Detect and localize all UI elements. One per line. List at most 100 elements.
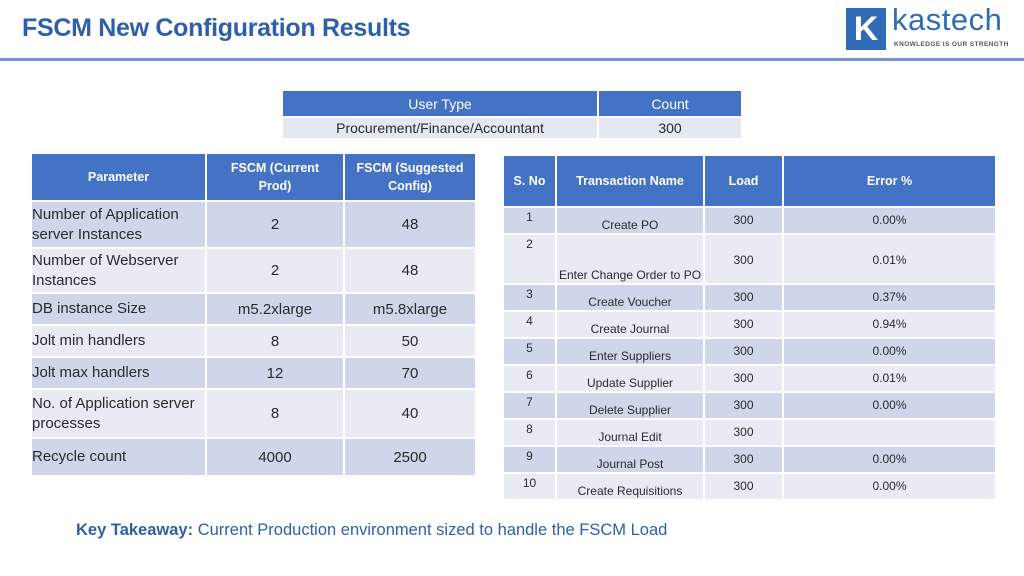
suggested-value: 48 <box>343 247 477 294</box>
parameter-header-row: Parameter FSCM (Current Prod) FSCM (Sugg… <box>30 152 477 202</box>
header-current-prod: FSCM (Current Prod) <box>205 152 345 202</box>
table-row: Number of Application server Instances 2… <box>30 200 477 249</box>
header-load: Load <box>703 154 784 208</box>
transaction-name-cell: Create Voucher <box>555 283 705 312</box>
parameter-name: No. of Application server processes <box>30 388 207 439</box>
sno-cell: 5 <box>502 337 557 366</box>
load-cell: 300 <box>703 233 784 285</box>
user-type-value: Procurement/Finance/Accountant <box>281 116 599 140</box>
load-cell: 300 <box>703 472 784 501</box>
load-cell: 300 <box>703 337 784 366</box>
error-cell: 0.00% <box>782 445 997 474</box>
sno-cell: 2 <box>502 233 557 285</box>
transaction-name-cell: Create Journal <box>555 310 705 339</box>
table-row: 5 Enter Suppliers 300 0.00% <box>502 337 997 366</box>
sno-cell: 7 <box>502 391 557 420</box>
parameter-name: Number of Application server Instances <box>30 200 207 249</box>
suggested-value: m5.8xlarge <box>343 292 477 326</box>
transaction-name-cell: Journal Post <box>555 445 705 474</box>
sno-cell: 10 <box>502 472 557 501</box>
header-user-type: User Type <box>281 89 599 118</box>
table-row: Recycle count 4000 2500 <box>30 437 477 477</box>
sno-cell: 1 <box>502 206 557 235</box>
error-cell: 0.37% <box>782 283 997 312</box>
transaction-name-cell: Enter Suppliers <box>555 337 705 366</box>
header-error: Error % <box>782 154 997 208</box>
logo-tagline: KNOWLEDGE IS OUR STRENGTH <box>894 41 1009 48</box>
transaction-table: S. No Transaction Name Load Error % 1 Cr… <box>502 154 997 501</box>
table-row: DB instance Size m5.2xlarge m5.8xlarge <box>30 292 477 326</box>
current-value: 2 <box>205 200 345 249</box>
load-cell: 300 <box>703 391 784 420</box>
current-value: 12 <box>205 356 345 390</box>
suggested-value: 2500 <box>343 437 477 477</box>
parameter-name: Jolt min handlers <box>30 324 207 358</box>
user-type-table: User Type Count Procurement/Finance/Acco… <box>281 89 743 140</box>
transaction-name-cell: Journal Edit <box>555 418 705 447</box>
current-value: 2 <box>205 247 345 294</box>
transaction-name-cell: Create PO <box>555 206 705 235</box>
table-row: Jolt max handlers 12 70 <box>30 356 477 390</box>
load-cell: 300 <box>703 418 784 447</box>
error-cell: 0.00% <box>782 472 997 501</box>
suggested-value: 50 <box>343 324 477 358</box>
parameter-name: Recycle count <box>30 437 207 477</box>
title-divider <box>0 58 1024 61</box>
user-type-row: Procurement/Finance/Accountant 300 <box>281 116 743 140</box>
parameter-table: Parameter FSCM (Current Prod) FSCM (Sugg… <box>30 152 477 477</box>
error-cell: 0.00% <box>782 337 997 366</box>
table-row: 2 Enter Change Order to PO 300 0.01% <box>502 233 997 285</box>
kastech-logo: K kastech KNOWLEDGE IS OUR STRENGTH <box>846 2 1011 54</box>
error-cell: 0.94% <box>782 310 997 339</box>
table-row: 10 Create Requisitions 300 0.00% <box>502 472 997 501</box>
error-cell: 0.00% <box>782 391 997 420</box>
logo-k-mark: K <box>846 8 886 50</box>
transaction-name-cell: Update Supplier <box>555 364 705 393</box>
current-value: 8 <box>205 388 345 439</box>
error-cell: 0.00% <box>782 206 997 235</box>
sno-cell: 6 <box>502 364 557 393</box>
table-row: 9 Journal Post 300 0.00% <box>502 445 997 474</box>
current-value: 8 <box>205 324 345 358</box>
suggested-value: 48 <box>343 200 477 249</box>
key-takeaway-text: Current Production environment sized to … <box>197 521 668 539</box>
sno-cell: 4 <box>502 310 557 339</box>
parameter-name: DB instance Size <box>30 292 207 326</box>
load-cell: 300 <box>703 283 784 312</box>
header-transaction-name: Transaction Name <box>555 154 705 208</box>
count-value: 300 <box>597 116 743 140</box>
transaction-name-cell: Enter Change Order to PO <box>555 233 705 285</box>
load-cell: 300 <box>703 310 784 339</box>
suggested-value: 40 <box>343 388 477 439</box>
header-sno: S. No <box>502 154 557 208</box>
error-cell <box>782 418 997 447</box>
table-row: 8 Journal Edit 300 <box>502 418 997 447</box>
load-cell: 300 <box>703 364 784 393</box>
parameter-name: Number of Webserver Instances <box>30 247 207 294</box>
suggested-value: 70 <box>343 356 477 390</box>
current-value: m5.2xlarge <box>205 292 345 326</box>
user-type-header-row: User Type Count <box>281 89 743 118</box>
table-row: 7 Delete Supplier 300 0.00% <box>502 391 997 420</box>
error-cell: 0.01% <box>782 233 997 285</box>
key-takeaway: Key Takeaway: Current Production environ… <box>76 521 667 540</box>
parameter-name: Jolt max handlers <box>30 356 207 390</box>
table-row: Jolt min handlers 8 50 <box>30 324 477 358</box>
error-cell: 0.01% <box>782 364 997 393</box>
table-row: 1 Create PO 300 0.00% <box>502 206 997 235</box>
table-row: 4 Create Journal 300 0.94% <box>502 310 997 339</box>
table-row: 3 Create Voucher 300 0.37% <box>502 283 997 312</box>
load-cell: 300 <box>703 206 784 235</box>
header-count: Count <box>597 89 743 118</box>
sno-cell: 3 <box>502 283 557 312</box>
sno-cell: 9 <box>502 445 557 474</box>
transaction-name-cell: Delete Supplier <box>555 391 705 420</box>
table-row: Number of Webserver Instances 2 48 <box>30 247 477 294</box>
logo-wordmark: kastech <box>892 2 1003 37</box>
key-takeaway-label: Key Takeaway: <box>76 521 194 539</box>
transaction-name-cell: Create Requisitions <box>555 472 705 501</box>
table-row: No. of Application server processes 8 40 <box>30 388 477 439</box>
header-suggested-config: FSCM (Suggested Config) <box>343 152 477 202</box>
header-parameter: Parameter <box>30 152 207 202</box>
sno-cell: 8 <box>502 418 557 447</box>
